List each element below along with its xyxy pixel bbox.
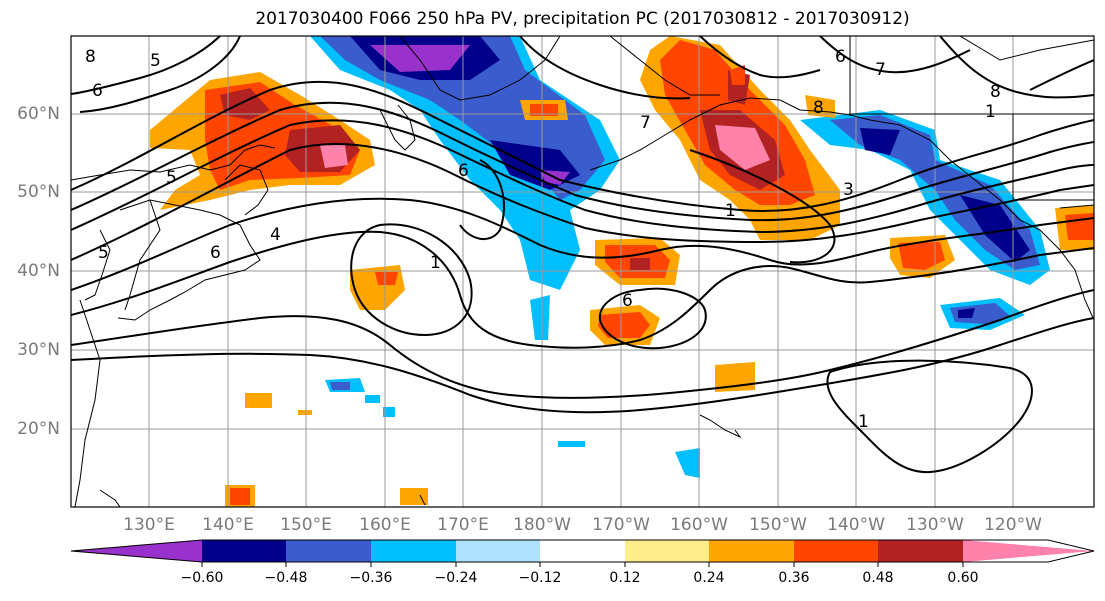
lon-label: 150°E: [280, 515, 332, 535]
lat-label: 60°N: [17, 104, 60, 124]
contour-label: 4: [270, 225, 281, 245]
map-plot: 8 6 5 5 5 4 6 1 1 6 6 7 8 1 3 1 6 7 8: [70, 35, 1095, 508]
contour-label: 1: [858, 412, 869, 432]
colorbar-tick-label: −0.60: [180, 570, 224, 586]
lon-label: 150°W: [749, 515, 807, 535]
contour-label: 3: [843, 180, 854, 200]
colorbar-tick-label: 0.48: [862, 570, 894, 586]
lon-label: 160°W: [670, 515, 728, 535]
contour-label: 5: [166, 168, 177, 188]
contour-label: 6: [458, 161, 469, 181]
contour-label: 5: [98, 243, 109, 263]
lon-label: 140°W: [827, 515, 885, 535]
colorbar-tick-label: −0.12: [518, 570, 562, 586]
contour-label: 5: [150, 51, 161, 71]
contour-label: 7: [640, 113, 651, 133]
colorbar-tick-label: 0.60: [947, 570, 979, 586]
lon-label: 120°W: [984, 515, 1042, 535]
coastlines: [71, 36, 1094, 507]
contour-label: 6: [622, 291, 633, 311]
contour-labels: 8 6 5 5 5 4 6 1 1 6 6 7 8 1 3 1 6 7 8: [85, 47, 1001, 432]
lat-label: 50°N: [17, 182, 60, 202]
contour-label: 6: [835, 47, 846, 67]
contour-label: 1: [725, 201, 736, 221]
lon-label: 160°E: [359, 515, 411, 535]
contour-label: 7: [875, 60, 886, 80]
colorbar-tick-label: 0.36: [778, 570, 810, 586]
lon-label: 180°W: [513, 515, 571, 535]
contour-label: 1: [985, 102, 996, 122]
lon-label: 170°E: [437, 515, 489, 535]
lat-label: 40°N: [17, 261, 60, 281]
contour-label: 1: [430, 253, 441, 273]
contour-label: 8: [813, 98, 824, 118]
colorbar-tick-label: −0.48: [264, 570, 308, 586]
map-title: 2017030400 F066 250 hPa PV, precipitatio…: [255, 9, 910, 29]
lat-label: 20°N: [17, 419, 60, 439]
lat-label: 30°N: [17, 340, 60, 360]
colorbar-tick-label: 0.12: [609, 570, 641, 586]
colorbar-tick-label: 0.24: [693, 570, 725, 586]
colorbar-tick-label: −0.36: [349, 570, 393, 586]
lon-label: 130°W: [906, 515, 964, 535]
lon-label: 130°E: [123, 515, 175, 535]
lon-label: 140°E: [202, 515, 254, 535]
pv-contours: [71, 36, 1094, 474]
lon-label: 170°W: [592, 515, 650, 535]
contour-label: 8: [990, 82, 1001, 102]
contour-label: 6: [210, 243, 221, 263]
contour-label: 6: [92, 81, 103, 101]
contour-label: 8: [85, 47, 96, 67]
colorbar-tick-label: −0.24: [434, 570, 478, 586]
map-frame: [70, 35, 1095, 508]
